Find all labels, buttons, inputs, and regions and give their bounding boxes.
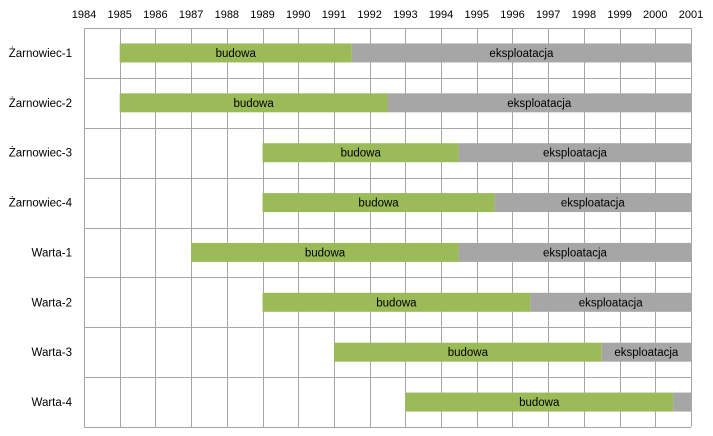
x-tick-label: 1996 bbox=[500, 9, 524, 21]
bar-eksploatacja bbox=[458, 242, 691, 262]
bar-budowa bbox=[191, 242, 459, 262]
bar-label-budowa: budowa bbox=[341, 148, 382, 160]
x-tick-label: 1997 bbox=[536, 9, 560, 21]
row-label: Żarnowiec-1 bbox=[9, 47, 72, 60]
x-tick-label: 1987 bbox=[179, 9, 203, 21]
row-label: Żarnowiec-2 bbox=[9, 97, 72, 110]
bar-budowa bbox=[119, 43, 352, 63]
row-label: Warta-2 bbox=[32, 297, 72, 309]
x-tick-label: 1984 bbox=[72, 9, 96, 21]
row-label: Warta-3 bbox=[32, 347, 72, 359]
bar-eksploatacja bbox=[387, 93, 691, 113]
row-label: Warta-4 bbox=[32, 397, 73, 409]
bar-label-budowa: budowa bbox=[448, 347, 489, 359]
bar-budowa bbox=[333, 342, 602, 362]
bar-budowa bbox=[119, 93, 388, 113]
bar-eksploatacja bbox=[458, 143, 691, 163]
bar-label-eksploatacja: eksploatacja bbox=[543, 247, 608, 259]
bar-budowa bbox=[405, 392, 674, 412]
bar-label-eksploatacja: eksploatacja bbox=[614, 347, 679, 359]
bar-budowa bbox=[262, 193, 495, 213]
bar-label-budowa: budowa bbox=[233, 98, 274, 110]
x-tick-label: 2000 bbox=[643, 9, 667, 21]
bar-label-eksploatacja: eksploatacja bbox=[489, 48, 554, 60]
x-tick-label: 1993 bbox=[393, 9, 417, 21]
x-tick-label: 1992 bbox=[357, 9, 381, 21]
x-tick-label: 1988 bbox=[215, 9, 239, 21]
bar-label-budowa: budowa bbox=[216, 48, 257, 60]
x-axis-ticks: 1984 1985 1986 1987 1988 1989 1990 1991 1992 1993… bbox=[72, 9, 703, 21]
x-tick-label: 1999 bbox=[607, 9, 631, 21]
bar-eksploatacja bbox=[351, 43, 691, 63]
bar-label-budowa: budowa bbox=[376, 297, 417, 309]
bar-eksploatacja bbox=[494, 193, 691, 213]
x-tick-label: 2001 bbox=[679, 9, 703, 21]
x-tick-label: 1990 bbox=[286, 9, 310, 21]
bar-label-eksploatacja: eksploatacja bbox=[579, 297, 644, 309]
x-tick-label: 1994 bbox=[429, 9, 453, 21]
x-tick-label: 1995 bbox=[465, 9, 489, 21]
x-tick-label: 1989 bbox=[250, 9, 274, 21]
grid bbox=[84, 28, 692, 428]
x-tick-label: 1991 bbox=[322, 9, 346, 21]
row-labels: Żarnowiec-1 Żarnowiec-2 Żarnowiec-3 Żarnowi… bbox=[9, 47, 73, 409]
row-label: Żarnowiec-3 bbox=[9, 147, 72, 160]
row-label: Żarnowiec-4 bbox=[9, 197, 73, 210]
bar-label-eksploatacja: eksploatacja bbox=[543, 148, 608, 160]
x-tick-label: 1998 bbox=[572, 9, 596, 21]
bar-label-budowa: budowa bbox=[519, 397, 560, 409]
row-label: Warta-1 bbox=[32, 247, 72, 259]
bar-eksploatacja bbox=[673, 392, 691, 412]
bar-eksploatacja bbox=[530, 292, 691, 312]
bar-budowa bbox=[262, 292, 531, 312]
bar-eksploatacja bbox=[601, 342, 691, 362]
x-tick-label: 1985 bbox=[107, 9, 131, 21]
bar-label-budowa: budowa bbox=[305, 247, 346, 259]
bar-label-eksploatacja: eksploatacja bbox=[561, 198, 626, 210]
x-tick-label: 1986 bbox=[143, 9, 167, 21]
bar-label-budowa: budowa bbox=[358, 198, 399, 210]
bar-label-eksploatacja: eksploatacja bbox=[507, 98, 572, 110]
bars: budowa eksploatacja budowa eksploatacja budo… bbox=[119, 43, 691, 412]
bar-budowa bbox=[262, 143, 459, 163]
